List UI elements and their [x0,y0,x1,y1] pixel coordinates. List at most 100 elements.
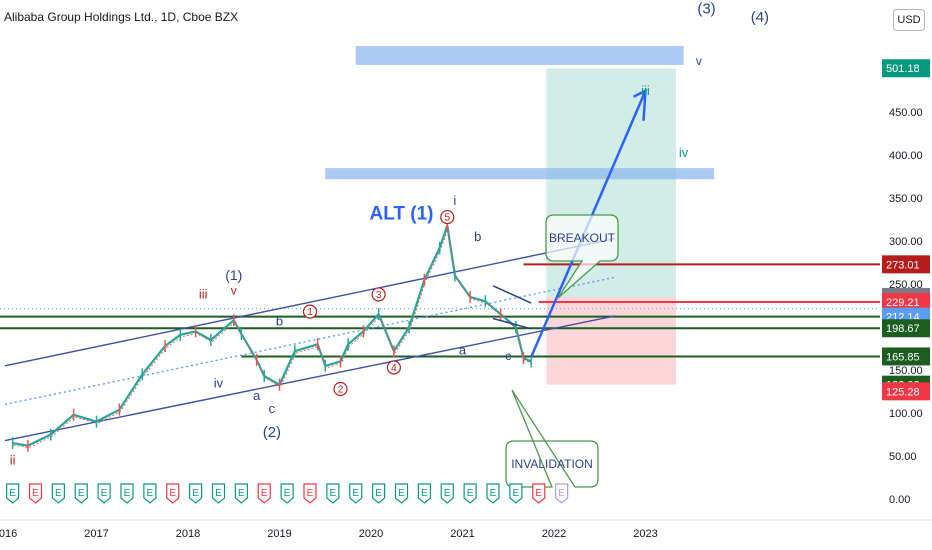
wave-label-3: iii [641,83,650,98]
earnings-marker-19: E [440,483,454,504]
price-label-bg-9 [882,382,930,401]
circled-label-ring-3 [333,381,348,397]
earnings-marker-3: E [74,483,88,504]
earnings-marker-text-20: E [467,488,474,499]
x-tick-7: 2023 [633,528,657,540]
price-series-shadow [13,227,533,449]
earnings-marker-shape-5 [120,483,134,504]
earnings-marker-text-21: E [490,488,497,499]
earnings-marker-shape-14 [326,483,340,504]
circled-label-0: 5 [440,209,455,225]
earnings-marker-text-19: E [444,488,451,499]
wave-label-0: (3) [697,0,715,17]
earnings-marker-text-1: E [32,488,39,499]
price-label-bg-0 [882,59,930,78]
earnings-marker-shape-8 [189,483,203,504]
wave-label-6: i [453,193,456,208]
earnings-marker-20: E [463,483,477,504]
earnings-marker-shape-15 [349,483,363,504]
earnings-marker-11: E [257,483,271,504]
y-tick-7: 350.00 [889,193,923,205]
wave-label-2: v [696,54,702,68]
price-label-7: 165.85 [886,351,920,363]
earnings-marker-text-6: E [147,488,154,499]
x-tick-2: 2018 [176,528,200,540]
earnings-marker-18: E [417,483,431,504]
earnings-marker-15: E [349,483,363,504]
earnings-marker-23: E [532,483,546,504]
x-tick-5: 2021 [450,528,474,540]
circled-label-ring-2 [302,304,318,319]
wave-label-15: (2) [263,424,281,441]
wave-label-9: v [231,283,237,297]
earnings-marker-text-14: E [330,488,337,499]
earnings-marker-text-24: E [558,488,565,499]
earnings-marker-shape-18 [417,483,431,504]
earnings-marker-text-3: E [78,488,85,499]
circled-label-3: 2 [333,381,348,397]
y-tick-3: 150.00 [889,365,923,377]
earnings-marker-text-0: E [9,488,16,499]
circled-label-text-4: 4 [391,363,397,374]
plot-area [0,46,880,452]
earnings-marker-shape-9 [211,483,226,504]
earnings-marker-9: E [211,483,226,504]
wedge-upper [492,285,532,304]
x-tick-6: 2022 [542,528,566,540]
earnings-marker-6: E [143,483,157,504]
circled-label-2: 1 [302,304,318,319]
y-tick-8: 400.00 [889,150,923,162]
earnings-marker-shape-20 [463,483,477,504]
earnings-marker-0: E [6,483,20,504]
x-tick-3: 2019 [267,528,291,540]
earnings-marker-12: E [280,483,294,504]
currency-badge[interactable]: USD [893,9,925,31]
earnings-marker-text-9: E [215,488,222,499]
callout-box-1 [505,389,599,488]
projection-arrow-head [632,88,647,121]
earnings-marker-shape-12 [280,483,294,504]
price-label-9: 125.28 [886,386,920,398]
earnings-marker-shape-19 [440,483,454,504]
earnings-marker-text-7: E [169,488,176,499]
x-tick-0: 2016 [0,528,17,540]
earnings-marker-shape-13 [303,483,317,504]
price-label-3: 229.21 [886,297,920,309]
price-label-bg-7 [882,347,930,366]
earnings-marker-16: E [372,483,386,504]
wave-label-4: iv [679,145,689,160]
earnings-marker-24: E [555,483,569,504]
earnings-marker-text-23: E [535,488,542,499]
earnings-marker-shape-10 [234,483,248,504]
price-label-0: 501.18 [886,63,920,75]
circled-label-ring-0 [440,209,455,225]
earnings-marker-1: E [28,483,43,504]
wave-label-11: b [276,313,283,328]
circled-label-1: 3 [371,287,386,302]
time-axis-bg [0,520,932,550]
price-label-6: 198.67 [886,323,920,335]
circled-label-text-2: 1 [307,307,313,318]
earnings-marker-shape-11 [257,483,271,504]
earnings-marker-shape-23 [532,483,546,504]
circled-label-text-3: 2 [338,384,344,395]
callout-1: INVALIDATION [505,389,599,488]
x-tick-1: 2017 [84,528,108,540]
earnings-marker-text-16: E [375,488,382,499]
earnings-marker-shape-1 [28,483,43,504]
chart-title: Alibaba Group Holdings Ltd., 1D, Cboe BZ… [4,10,239,24]
resistance-band-lower [325,168,715,180]
wave-label-16: a [459,343,467,358]
earnings-marker-text-18: E [421,488,428,499]
y-tick-6: 300.00 [889,236,923,248]
resistance-band-upper [355,46,684,65]
earnings-marker-text-13: E [307,488,314,499]
wave-label-10: iii [199,287,208,302]
earnings-marker-21: E [486,483,500,504]
wave-label-12: iv [214,375,224,390]
callout-label-1: INVALIDATION [511,457,593,471]
wave-label-14: c [269,401,276,416]
earnings-marker-17: E [394,483,409,504]
